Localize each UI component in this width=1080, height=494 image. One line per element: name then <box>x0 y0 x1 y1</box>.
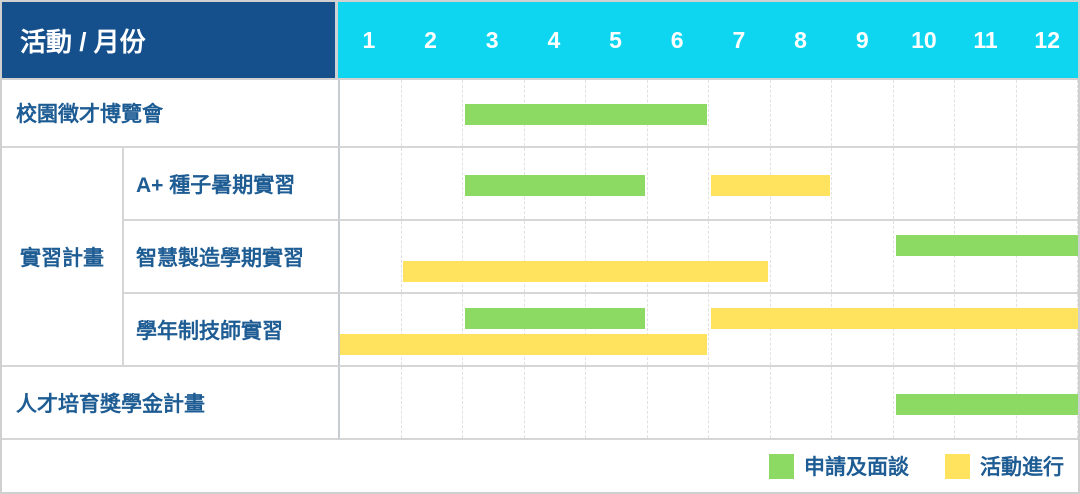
row-track <box>338 367 1078 440</box>
month-gridline-cell <box>648 294 709 365</box>
month-gridline-cell <box>894 221 955 292</box>
month-header-6: 6 <box>670 26 684 53</box>
legend: 申請及面談 活動進行 <box>2 440 1078 492</box>
month-gridline-cell <box>955 294 1017 365</box>
month-gridline-cell <box>463 367 525 438</box>
gantt-bar-yellow <box>711 174 830 196</box>
row-label: 學年制技師實習 <box>124 294 338 367</box>
month-gridline-cell <box>586 148 648 219</box>
month-gridline-cell <box>648 148 709 219</box>
month-gridline-cell <box>894 80 955 146</box>
month-header-row: 1 2 3 4 5 6 7 8 9 10 11 12 <box>338 2 1078 78</box>
month-gridline-cell <box>709 294 771 365</box>
month-gridline-cell <box>894 148 955 219</box>
month-gridline-cell <box>1017 221 1078 292</box>
gantt-bar-yellow <box>403 261 769 282</box>
month-gridline-cell <box>1017 148 1078 219</box>
month-gridline-cell <box>955 221 1017 292</box>
month-gridline-cell <box>832 367 894 438</box>
legend-label: 活動進行 <box>980 456 1064 479</box>
row-label: 人才培育獎學金計畫 <box>2 367 338 440</box>
month-gridline-cell <box>340 221 402 292</box>
month-gridline-cell <box>648 80 709 146</box>
month-header-11: 11 <box>973 26 998 53</box>
month-gridline-cell <box>463 221 525 292</box>
month-gridline-cell <box>340 148 402 219</box>
month-gridline-cell <box>771 294 832 365</box>
month-gridline-cell <box>955 148 1017 219</box>
legend-item: 活動進行 <box>945 451 1064 481</box>
month-gridline-cell <box>955 80 1017 146</box>
gantt-bar-green <box>464 104 707 125</box>
month-gridline-cell <box>709 221 771 292</box>
row-track <box>338 294 1078 367</box>
month-gridline-cell <box>525 367 586 438</box>
month-gridline-cell <box>402 221 463 292</box>
legend-swatch-green <box>769 453 794 479</box>
month-gridline-cell <box>648 221 709 292</box>
gantt-bar-green <box>895 235 1078 256</box>
month-gridline-cell <box>402 367 463 438</box>
month-header-4: 4 <box>547 26 561 53</box>
month-gridline-cell <box>586 221 648 292</box>
gantt-bar-yellow <box>340 334 707 355</box>
month-gridline-cell <box>771 367 832 438</box>
month-gridline-cell <box>402 148 463 219</box>
month-gridline-cell <box>525 294 586 365</box>
month-header-5: 5 <box>609 26 622 53</box>
legend-item: 申請及面談 <box>769 451 909 481</box>
table-header: 活動 / 月份 1 2 3 4 5 6 7 8 9 10 11 12 <box>2 2 1078 80</box>
month-header-2: 2 <box>424 26 437 53</box>
month-gridline-cell <box>402 80 463 146</box>
month-gridline-cell <box>709 80 771 146</box>
month-gridline-cell <box>709 367 771 438</box>
gantt-grid: 實習計畫 校園徵才博覽會 A+ 種子暑期實習 智慧製造學期實習 學年制技師實習 人才培育獎… <box>2 80 1078 440</box>
month-gridline-cell <box>832 221 894 292</box>
month-gridline-cell <box>894 294 955 365</box>
month-gridline-cell <box>586 367 648 438</box>
month-header-8: 8 <box>794 26 807 53</box>
group-label: 實習計畫 <box>2 148 124 367</box>
gantt-bar-green <box>464 308 646 329</box>
row-label: 智慧製造學期實習 <box>124 221 338 294</box>
month-gridline-cell <box>586 294 648 365</box>
gantt-bar-green <box>895 393 1078 415</box>
gantt-bar-yellow <box>711 308 1078 329</box>
gantt-bar-green <box>464 174 646 196</box>
month-header-12: 12 <box>1034 26 1061 53</box>
row-track <box>338 221 1078 294</box>
month-gridline-cell <box>771 148 832 219</box>
month-gridline-cell <box>648 367 709 438</box>
legend-swatch-yellow <box>945 453 970 479</box>
row-label: A+ 種子暑期實習 <box>124 148 338 221</box>
month-gridline-cell <box>832 294 894 365</box>
row-track <box>338 148 1078 221</box>
month-gridline-cell <box>402 294 463 365</box>
month-gridline-cell <box>771 80 832 146</box>
month-gridline-cell <box>340 367 402 438</box>
corner-header: 活動 / 月份 <box>2 2 338 78</box>
legend-label: 申請及面談 <box>804 456 909 479</box>
row-label: 校園徵才博覽會 <box>2 80 338 148</box>
month-gridline-cell <box>832 80 894 146</box>
month-header-7: 7 <box>732 26 746 53</box>
month-header-1: 1 <box>362 26 376 53</box>
month-gridline-cell <box>463 294 525 365</box>
month-header-9: 9 <box>855 26 869 53</box>
month-gridline-cell <box>340 294 402 365</box>
month-gridline-cell <box>525 221 586 292</box>
month-header-3: 3 <box>485 26 499 53</box>
month-header-10: 10 <box>911 26 937 53</box>
month-gridline-cell <box>1017 294 1078 365</box>
month-gridline-cell <box>1017 80 1078 146</box>
month-gridline-cell <box>832 148 894 219</box>
month-gridline-cell <box>340 80 402 146</box>
row-track <box>338 80 1078 148</box>
month-gridline-cell <box>771 221 832 292</box>
